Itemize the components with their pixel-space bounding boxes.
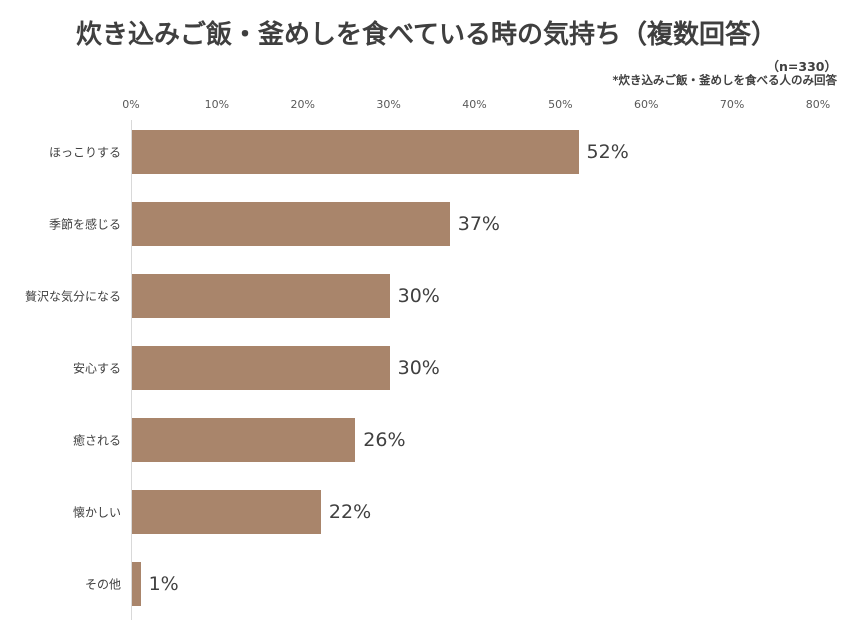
- x-tick-label: 30%: [376, 98, 401, 111]
- category-label: 季節を感じる: [48, 217, 121, 232]
- value-label: 30%: [397, 357, 440, 379]
- bar: [132, 346, 390, 390]
- value-label: 26%: [363, 429, 406, 451]
- category-label: その他: [84, 577, 121, 592]
- category-label: ほっこりする: [48, 145, 121, 160]
- category-label: 癒される: [72, 433, 121, 448]
- bar: [132, 202, 450, 246]
- value-label: 37%: [457, 213, 500, 235]
- x-tick-label: 70%: [719, 98, 745, 111]
- bar: [132, 274, 390, 318]
- value-label: 52%: [586, 141, 629, 163]
- value-label: 30%: [397, 285, 440, 307]
- category-label: 懐かしい: [72, 505, 121, 520]
- x-tick-label: 60%: [634, 98, 659, 111]
- category-label: 安心する: [72, 361, 121, 376]
- chart-title: 炊き込みご飯・釜めしを食べている時の気持ち（複数回答）: [76, 20, 777, 50]
- bar: [132, 418, 356, 462]
- x-tick-label: 50%: [548, 98, 573, 111]
- x-tick-label: 10%: [204, 98, 230, 111]
- bar: [132, 130, 579, 174]
- value-label: 22%: [328, 501, 372, 523]
- respondent-note: *炊き込みご飯・釜めしを食べる人のみ回答: [612, 73, 837, 87]
- x-tick-label: 0%: [122, 98, 140, 111]
- sample-size-note: （n=330）: [766, 59, 837, 74]
- x-tick-label: 40%: [462, 98, 487, 111]
- bar: [132, 562, 141, 606]
- x-tick-label: 20%: [290, 98, 315, 111]
- category-label: 贅沢な気分になる: [24, 289, 121, 304]
- x-tick-label: 80%: [805, 98, 831, 111]
- value-label: 1%: [148, 573, 179, 595]
- y-axis-line: [131, 120, 132, 620]
- bar: [132, 490, 321, 534]
